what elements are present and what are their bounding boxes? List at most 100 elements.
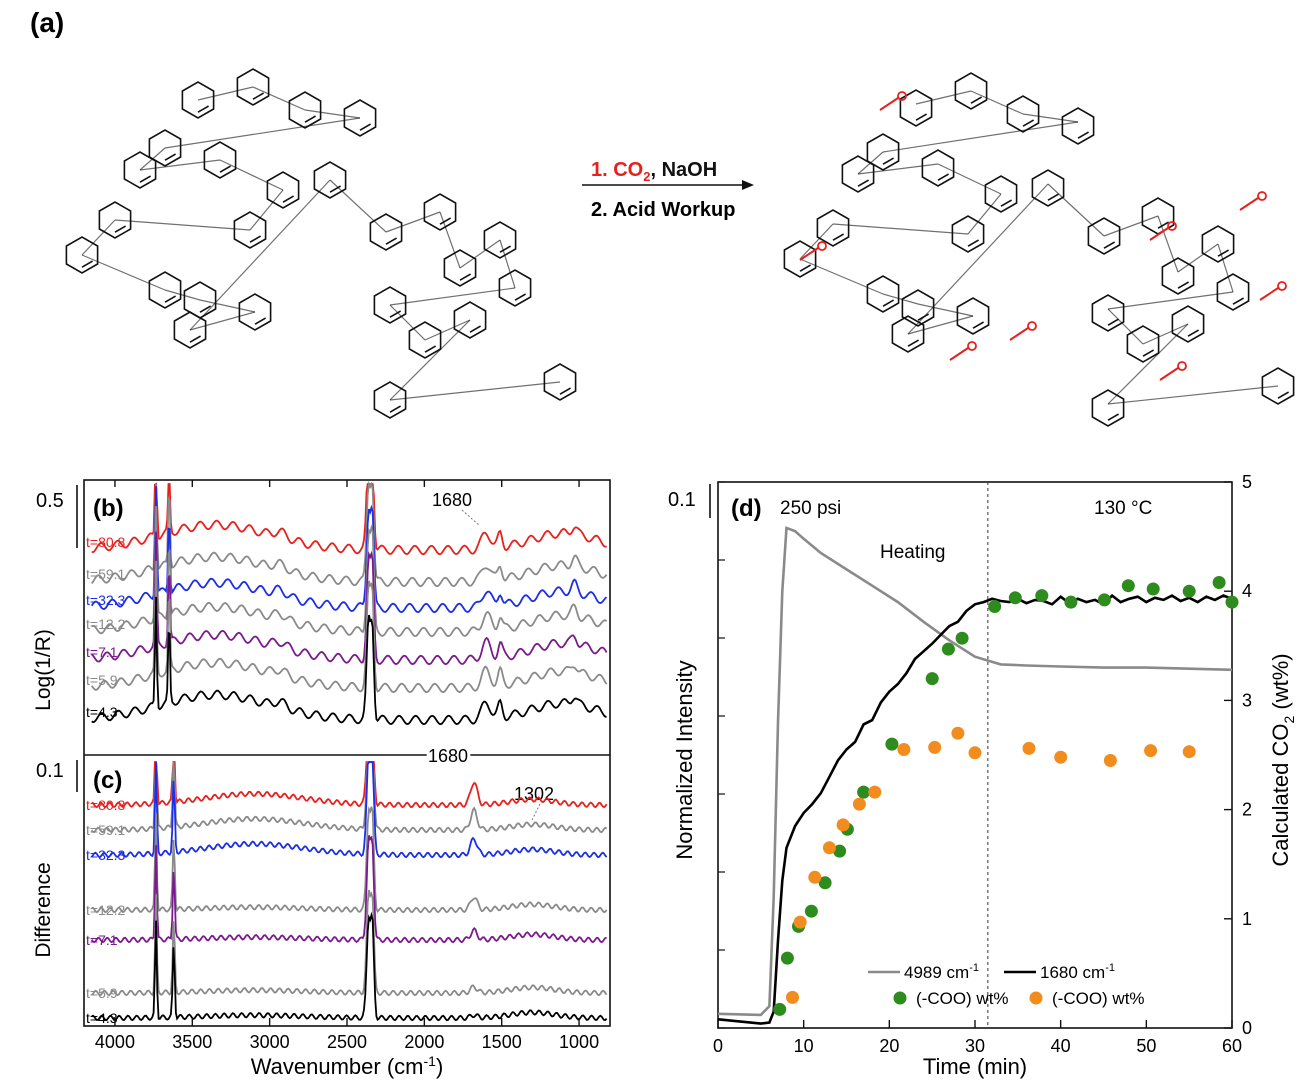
- wt-tick-label-0: 0: [1242, 1018, 1252, 1038]
- svg-text:1. CO2, NaOH: 1. CO2, NaOH: [591, 159, 717, 184]
- spectra-panels: (b) (c) 0.5 0.1 Log(1/R) Difference 1680…: [32, 479, 611, 1079]
- ring-left-18: [443, 249, 477, 287]
- series-3-point-5: [852, 797, 866, 811]
- ring-left-7: [266, 171, 300, 209]
- reagent-acid-workup: 2. Acid Workup: [591, 199, 735, 221]
- time-tick-label-6: 60: [1222, 1036, 1242, 1056]
- trace-c-0: [91, 761, 608, 809]
- series-2-point-0: [773, 1002, 787, 1016]
- trace-label-b-3: t=12.2: [86, 616, 126, 632]
- series-2-point-5: [833, 844, 847, 858]
- ring-left-13: [238, 293, 272, 331]
- trace-c-5: [91, 889, 608, 997]
- trace-label-c-3: t=12.2: [86, 902, 126, 918]
- carboxyl-group-6: [1159, 367, 1179, 381]
- kinetics-series: [717, 526, 1239, 1025]
- ring-right-16: [1087, 217, 1121, 255]
- time-tick-label-4: 40: [1051, 1036, 1071, 1056]
- kinetics-chart: (d) 0.1 250 psi Heating 130 °C 0 10 20 30 40…: [668, 472, 1297, 1079]
- trace-c-4: [90, 835, 607, 944]
- trace-b-1: [91, 480, 608, 588]
- ring-right-19: [1201, 225, 1235, 263]
- log-reflectance-traces: [90, 480, 608, 726]
- wt-tick-label-5: 5: [1242, 472, 1252, 492]
- ring-right-25: [1261, 367, 1295, 405]
- ring-left-5: [123, 151, 157, 189]
- series-2-point-17: [1121, 579, 1135, 593]
- trace-b-5: [90, 560, 608, 694]
- trace-b-6: [91, 596, 607, 726]
- legend-label-1: 1680 cm-1: [1040, 962, 1115, 982]
- ring-left-21: [373, 286, 407, 324]
- ring-left-10: [65, 236, 99, 274]
- ring-left-4: [148, 129, 182, 167]
- legend-swatch-3: [1029, 991, 1043, 1005]
- trace-b-4: [91, 531, 608, 666]
- legend-label-3: (-COO) wt%: [1052, 989, 1145, 1008]
- ring-left-14: [173, 311, 207, 349]
- ring-left-2: [288, 91, 322, 129]
- time-tick-label-0: 0: [713, 1036, 723, 1056]
- trace-label-b-5: t=5.9: [86, 672, 118, 688]
- reagent-co2: 1. CO: [591, 159, 643, 181]
- ring-left-0: [181, 81, 215, 119]
- ring-right-24: [1091, 389, 1125, 427]
- series-2-point-19: [1182, 584, 1196, 598]
- trace-label-c-0: t=80.8: [86, 797, 126, 813]
- scale-label-d: 0.1: [668, 489, 696, 511]
- legend-label-0: 4989 cm-1: [904, 962, 979, 982]
- wavenumber-tick-label-2: 3000: [250, 1032, 290, 1052]
- ring-left-9: [98, 201, 132, 239]
- carboxyl-group-5: [799, 247, 819, 261]
- series-2-point-7: [857, 785, 871, 799]
- heating-annotation: Heating: [880, 542, 946, 563]
- reagent-co2-subscript: 2: [643, 169, 650, 184]
- kinetics-ylabel: Normalized Intensity: [672, 660, 697, 859]
- trace-label-b-2: t=32.3: [86, 592, 126, 608]
- ring-left-16: [369, 213, 403, 251]
- ring-left-23: [453, 301, 487, 339]
- trace-label-c-2: t=32.3: [86, 847, 126, 863]
- annotation-1302: 1302: [514, 784, 554, 804]
- ring-right-5: [841, 155, 875, 193]
- temperature-annotation: 130 °C: [1094, 498, 1152, 519]
- ring-left-6: [203, 141, 237, 179]
- series-3-point-2: [808, 870, 822, 884]
- wt-tick-label-4: 4: [1242, 581, 1252, 601]
- wavenumber-tick-label-4: 2000: [404, 1032, 444, 1052]
- trace-label-b-6: t=4.3: [86, 704, 118, 720]
- series-2-point-13: [1008, 591, 1022, 605]
- scale-label-b: 0.5: [36, 490, 64, 512]
- series-3-point-9: [951, 726, 965, 740]
- ring-right-4: [866, 133, 900, 171]
- panel-a-label: (a): [30, 7, 64, 38]
- carboxyl-group-3: [1149, 227, 1169, 241]
- spectra-xlabel: Wavenumber (cm-1): [251, 1053, 444, 1079]
- wavenumber-tick-label-3: 2500: [327, 1032, 367, 1052]
- trace-label-c-1: t=59.1: [86, 822, 126, 838]
- series-3-point-7: [897, 743, 911, 756]
- ring-left-1: [236, 68, 270, 106]
- series-2-point-14: [1035, 589, 1049, 603]
- ring-right-18: [1161, 257, 1195, 295]
- series-2-point-10: [941, 642, 955, 656]
- ring-right-7: [984, 175, 1018, 213]
- series-3-point-0: [786, 990, 799, 1004]
- ring-right-20: [1216, 273, 1250, 311]
- series-2-point-9: [925, 672, 939, 686]
- wavenumber-ticks: 4000 3500 3000 2500 2000 1500 1000: [95, 480, 599, 1052]
- difference-traces: [90, 761, 608, 1022]
- annotation-1680-c: 1680: [428, 746, 468, 766]
- ring-right-6: [921, 149, 955, 187]
- panel-b-label: (b): [93, 495, 124, 522]
- trace-labels-b: t=80.8 t=59.1 t=32.3 t=12.2 t=7.1 t=5.9 t=4.3: [86, 534, 126, 720]
- ring-left-8: [233, 211, 267, 249]
- wt-tick-label-2: 2: [1242, 800, 1252, 820]
- series-3-point-6: [868, 785, 882, 799]
- wt-tick-label-1: 1: [1242, 909, 1252, 929]
- wavenumber-tick-label-5: 1500: [482, 1032, 522, 1052]
- series-3-point-1: [793, 915, 807, 929]
- series-2-point-18: [1146, 582, 1160, 596]
- carboxyl-group-4: [1259, 287, 1279, 301]
